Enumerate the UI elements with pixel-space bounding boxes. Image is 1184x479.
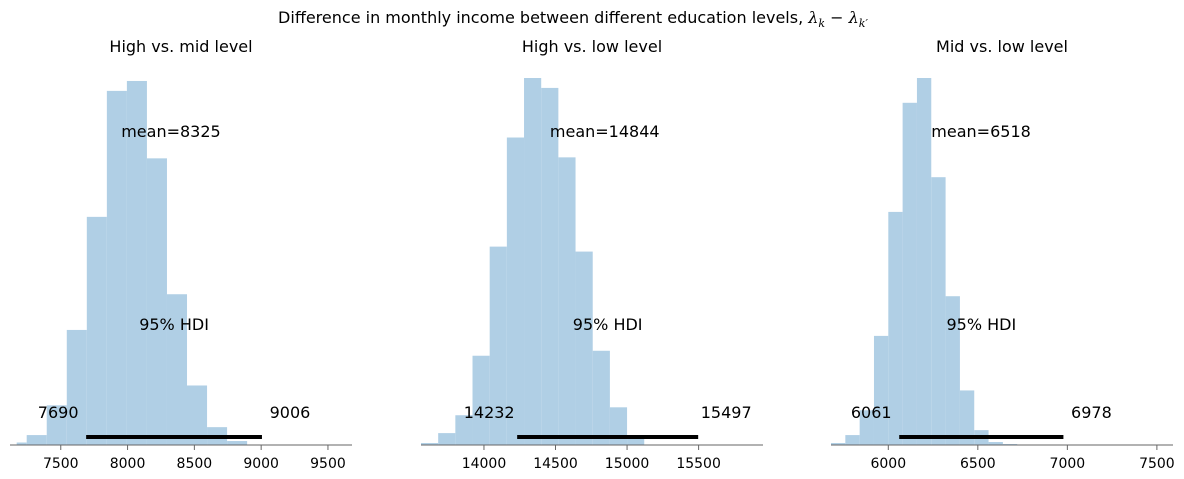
histogram-bar bbox=[26, 435, 47, 445]
histogram-bar bbox=[959, 390, 975, 445]
x-tick-label: 8000 bbox=[110, 456, 146, 472]
panel-high-vs-mid: High vs. mid level 7500 8000 8500 9000 9500 me… bbox=[10, 37, 352, 472]
x-tick-label: 7500 bbox=[43, 456, 79, 472]
histogram-bar bbox=[126, 80, 147, 445]
hdi-high-label: 6978 bbox=[1071, 403, 1112, 422]
figure-title-text: Difference in monthly income between dif… bbox=[278, 8, 809, 27]
panel-mid-vs-low: Mid vs. low level 6000 6500 7000 7500 mean=65… bbox=[831, 37, 1175, 472]
histogram-bar bbox=[506, 137, 525, 445]
histogram-bar bbox=[592, 350, 610, 445]
histogram-bar bbox=[558, 157, 576, 445]
histogram-bar bbox=[627, 437, 645, 445]
histogram-bar bbox=[455, 415, 473, 445]
hdi-high-label: 9006 bbox=[270, 403, 311, 422]
mean-label: mean=8325 bbox=[121, 122, 221, 141]
histogram-bar bbox=[916, 78, 932, 445]
histogram-bar bbox=[902, 102, 917, 445]
histogram-bar bbox=[86, 216, 107, 445]
histogram-bar bbox=[541, 87, 559, 446]
histogram-bar bbox=[575, 251, 593, 445]
x-tick-label: 9500 bbox=[310, 456, 346, 472]
hdi-label: 95% HDI bbox=[139, 315, 209, 334]
histogram-bar bbox=[945, 296, 960, 445]
histogram-bar bbox=[609, 407, 628, 445]
hdi-low-label: 14232 bbox=[464, 403, 515, 422]
histogram-bar bbox=[472, 355, 490, 445]
x-tick-label: 7500 bbox=[1139, 456, 1175, 472]
histogram-bar bbox=[988, 442, 1003, 445]
histogram-bar bbox=[187, 385, 208, 445]
histogram-bar bbox=[421, 443, 439, 445]
histogram-bar bbox=[227, 441, 248, 445]
histogram-bar bbox=[146, 158, 167, 445]
x-tick-label: 7000 bbox=[1050, 456, 1086, 472]
x-tick-label: 15500 bbox=[676, 456, 721, 472]
histogram-bar bbox=[888, 211, 903, 445]
hdi-low-label: 6061 bbox=[851, 403, 892, 422]
histogram-bar bbox=[438, 433, 456, 445]
panel-title: Mid vs. low level bbox=[936, 37, 1068, 56]
histogram-bar bbox=[166, 294, 188, 445]
hdi-label: 95% HDI bbox=[946, 315, 1016, 334]
hdi-label: 95% HDI bbox=[573, 315, 643, 334]
mean-label: mean=6518 bbox=[931, 122, 1031, 141]
x-tick-label: 9000 bbox=[243, 456, 279, 472]
histogram-bar bbox=[873, 335, 889, 445]
histogram-bar bbox=[524, 78, 542, 445]
histogram-bar bbox=[489, 246, 507, 445]
x-tick-label: 8500 bbox=[177, 456, 213, 472]
histogram-bar bbox=[931, 177, 946, 445]
histogram-bar bbox=[46, 405, 67, 445]
histogram-bar bbox=[16, 442, 27, 445]
panel-title: High vs. mid level bbox=[109, 37, 252, 56]
x-tick-label: 14000 bbox=[462, 456, 507, 472]
hdi-low-label: 7690 bbox=[38, 403, 79, 422]
histogram-bar bbox=[66, 329, 87, 445]
x-tick-label: 15000 bbox=[605, 456, 650, 472]
mean-label: mean=14844 bbox=[550, 122, 660, 141]
x-tick-label: 14500 bbox=[533, 456, 578, 472]
panel-high-vs-low: High vs. low level 14000 14500 15000 15500 me… bbox=[421, 37, 763, 472]
hdi-high-label: 15497 bbox=[701, 403, 752, 422]
figure-title: Difference in monthly income between dif… bbox=[0, 8, 1146, 30]
histogram-bar bbox=[831, 443, 846, 445]
figure-title-math: λk − λk′ bbox=[808, 8, 868, 31]
x-tick-label: 6500 bbox=[960, 456, 996, 472]
histogram-bar bbox=[845, 435, 860, 445]
panel-title: High vs. low level bbox=[522, 37, 662, 56]
x-tick-label: 6000 bbox=[870, 456, 906, 472]
histogram-bar bbox=[859, 410, 874, 445]
histogram-bar bbox=[106, 90, 127, 445]
